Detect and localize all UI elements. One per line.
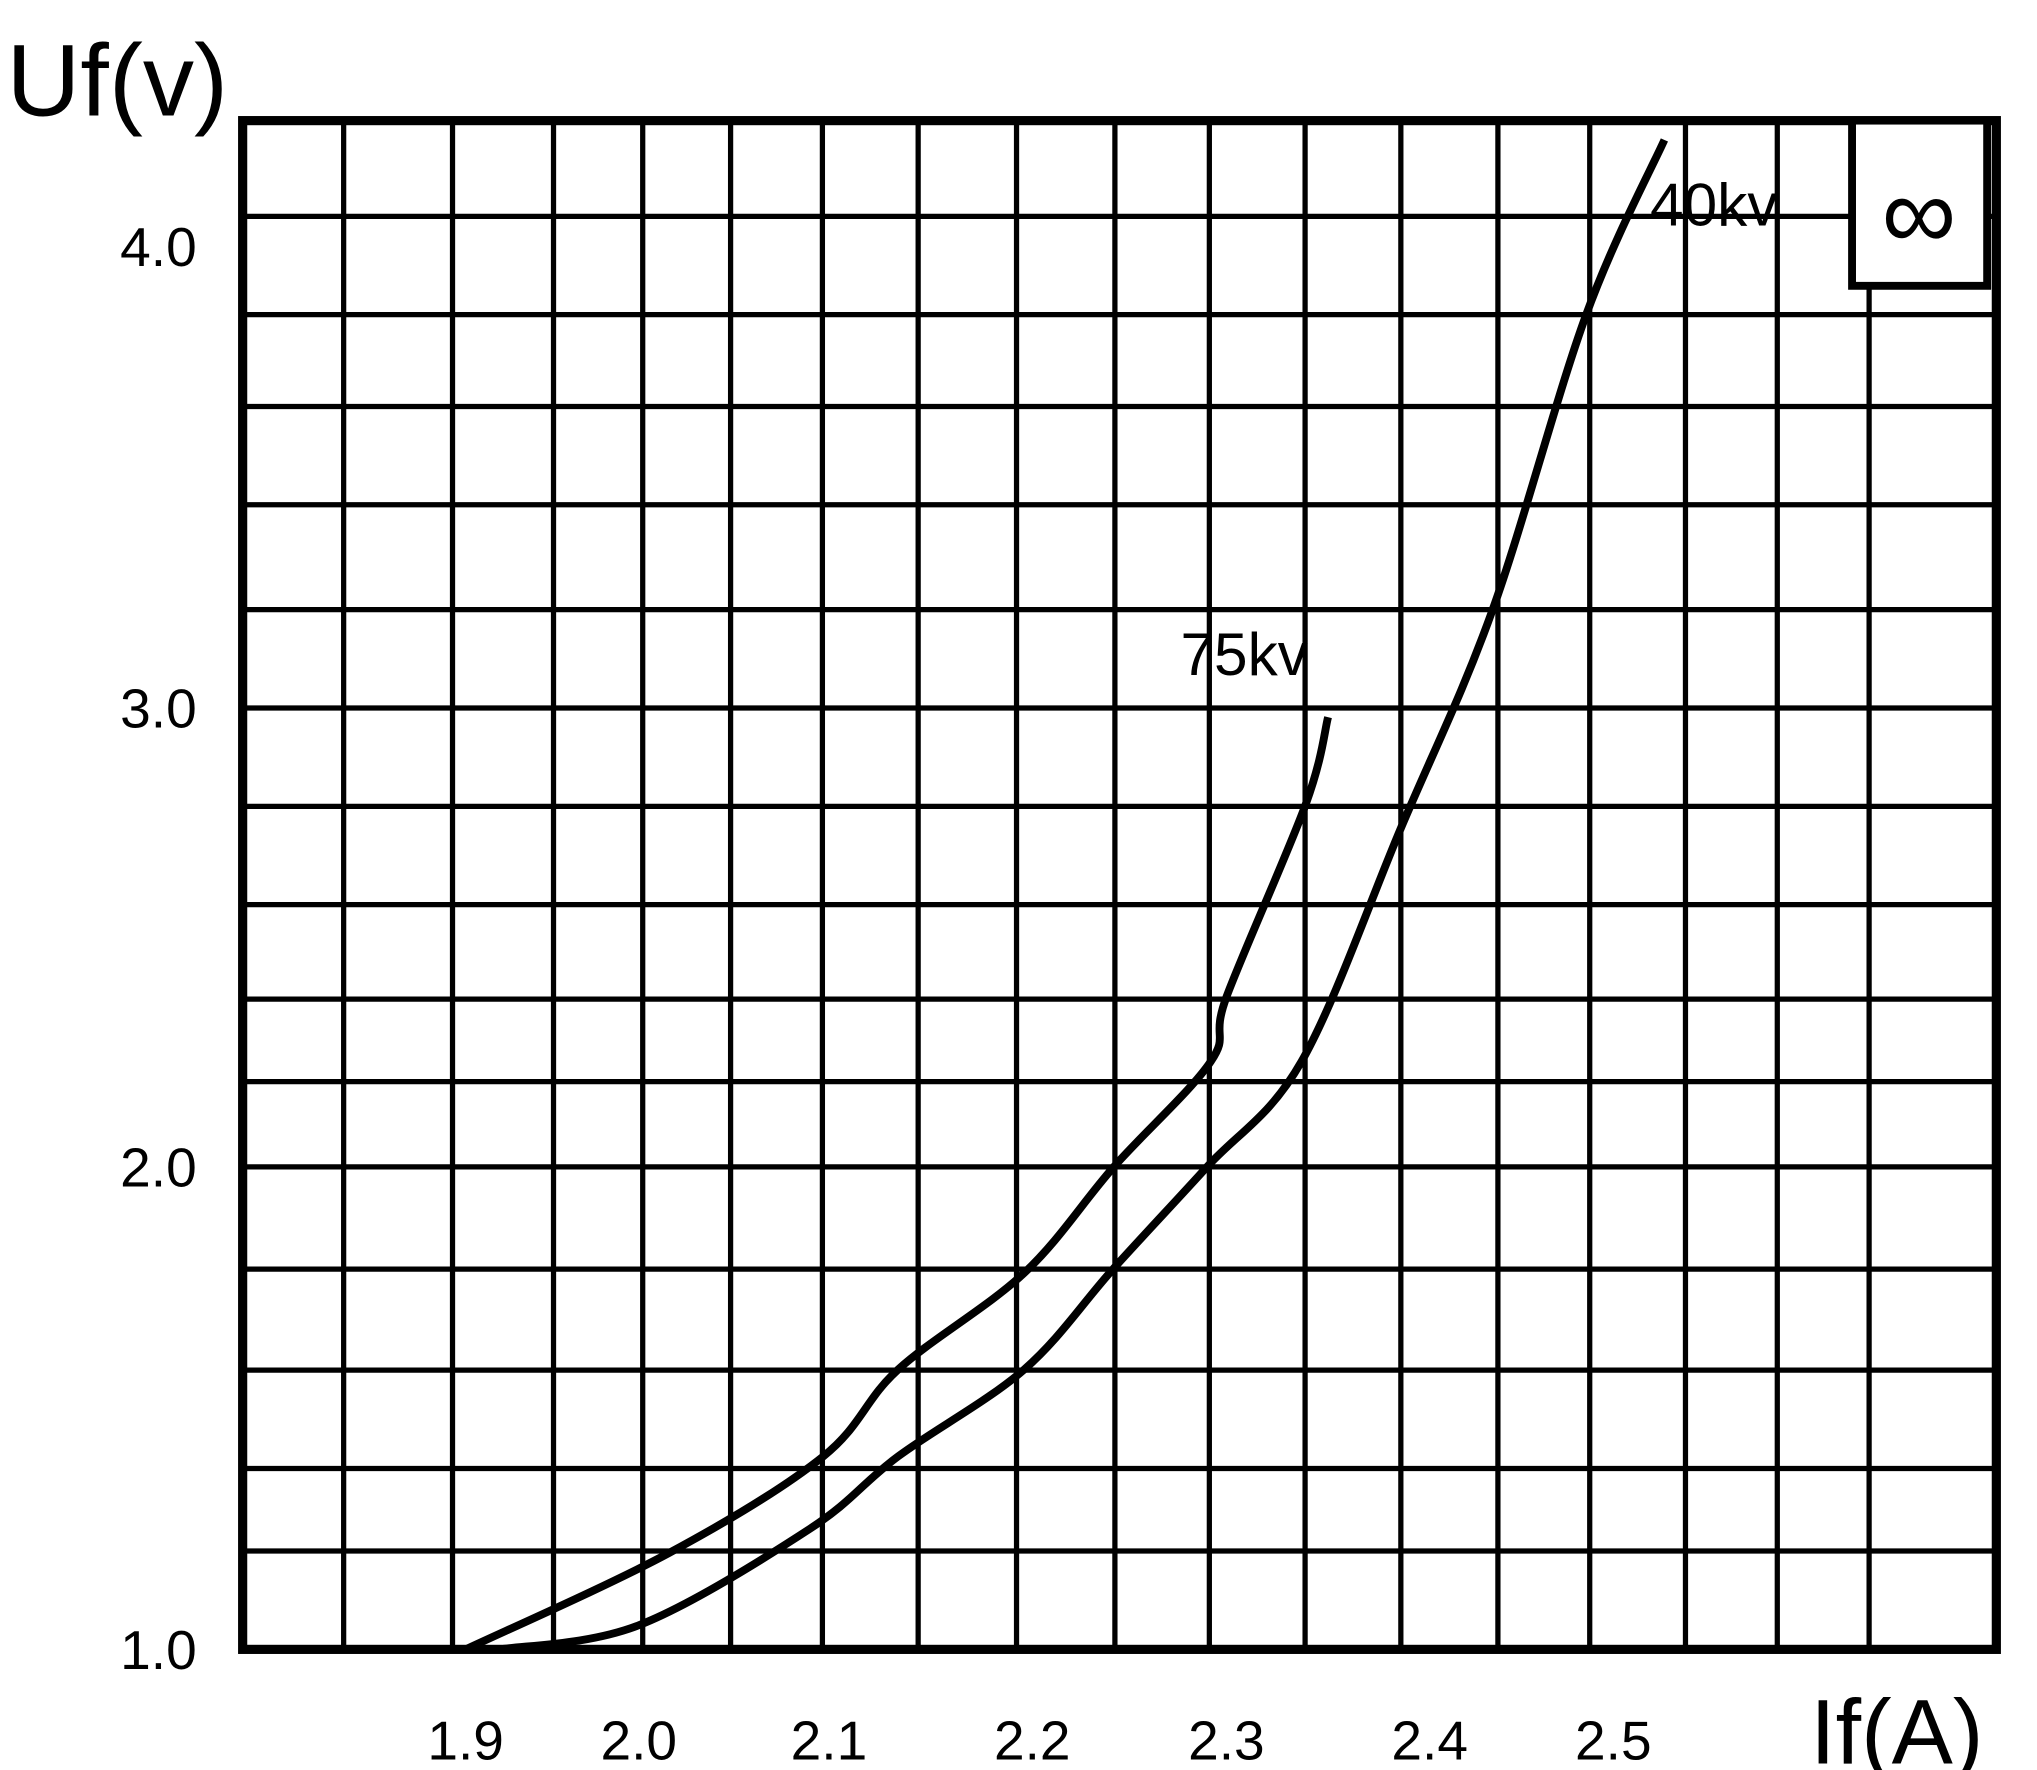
x-tick-label: 2.4 (1391, 1710, 1468, 1770)
series-line-75kv (463, 716, 1332, 1653)
series-line-40kv (499, 138, 1668, 1654)
grid (242, 120, 1997, 1650)
x-tick-label: 2.5 (1575, 1710, 1652, 1770)
x-axis-title: If(A) (1810, 1681, 1983, 1770)
y-tick-labels: 1.0 2.0 3.0 4.0 (120, 216, 197, 1681)
x-tick-label: 2.0 (600, 1710, 677, 1770)
y-tick-label: 3.0 (120, 678, 197, 740)
legend-infinity-symbol: ∞ (1882, 155, 1957, 272)
series-label-40kv: 40kv (1650, 171, 1777, 239)
plot-frame (238, 116, 2001, 1654)
x-tick-label: 2.1 (791, 1710, 868, 1770)
y-tick-label: 1.0 (120, 1619, 197, 1681)
x-tick-label: 2.3 (1188, 1710, 1265, 1770)
series-label-75kv: 75kv (1180, 620, 1307, 688)
y-tick-label: 4.0 (120, 216, 197, 278)
curves (463, 138, 1668, 1654)
x-tick-labels: 1.9 2.0 2.1 2.2 2.3 2.4 2.5 (427, 1710, 1651, 1770)
x-tick-label: 1.9 (427, 1710, 504, 1770)
y-tick-label: 2.0 (120, 1137, 197, 1199)
y-axis-title: Uf(v) (7, 22, 229, 137)
legend-box (1848, 116, 1992, 290)
x-tick-label: 2.2 (994, 1710, 1071, 1770)
